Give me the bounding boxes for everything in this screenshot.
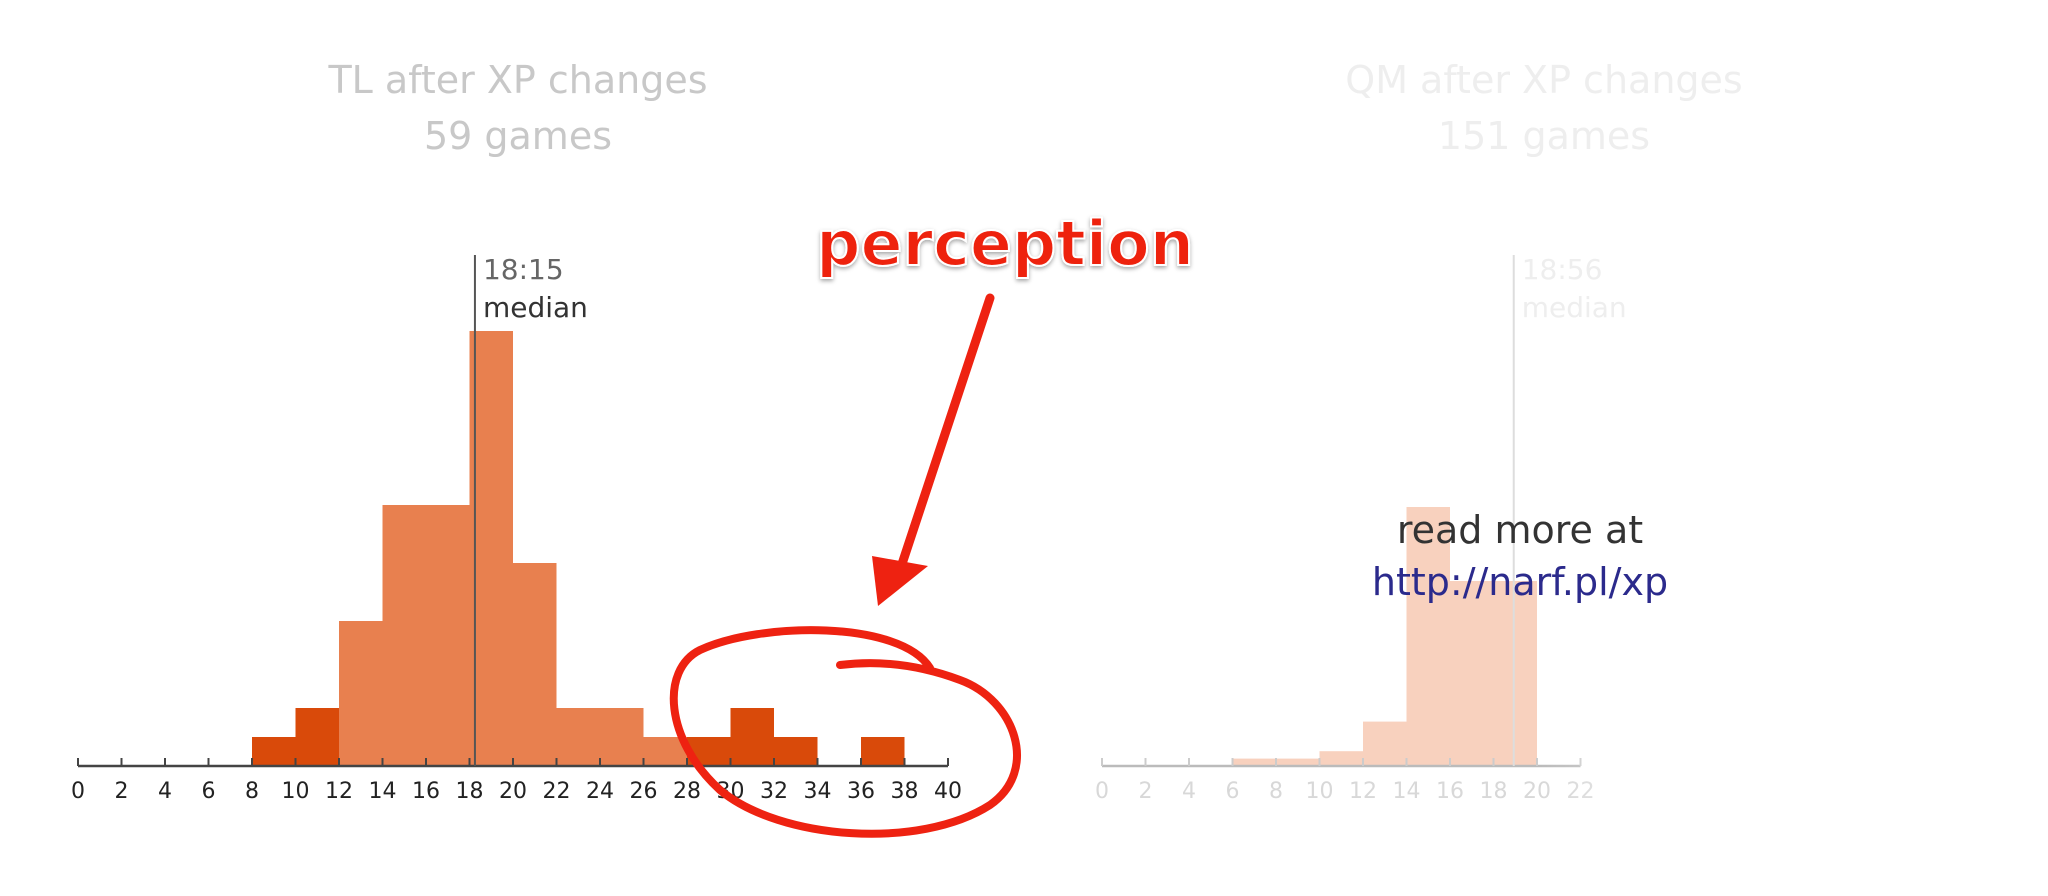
x-tick-label: 0 xyxy=(1095,779,1109,804)
x-tick-label: 32 xyxy=(760,779,788,804)
arrow-shaft xyxy=(895,293,995,575)
histogram-bar xyxy=(295,708,339,766)
median-value: 18:56 xyxy=(1522,253,1603,286)
x-tick-label: 18 xyxy=(1480,779,1508,804)
x-tick-label: 20 xyxy=(499,779,527,804)
median-label: median xyxy=(1522,291,1627,324)
left-chart-title: TL after XP changes xyxy=(328,58,708,102)
right-chart-title: QM after XP changes xyxy=(1345,58,1743,102)
x-tick-label: 0 xyxy=(71,779,85,804)
x-tick-label: 10 xyxy=(1306,779,1334,804)
x-tick-label: 14 xyxy=(369,779,397,804)
left-chart-subtitle: 59 games xyxy=(423,114,613,158)
x-tick-label: 8 xyxy=(1269,779,1283,804)
x-tick-label: 36 xyxy=(847,779,875,804)
x-tick-label: 24 xyxy=(586,779,614,804)
histogram-bar xyxy=(1450,581,1494,766)
x-tick-label: 18 xyxy=(456,779,484,804)
histogram-bar xyxy=(861,737,905,766)
x-tick-label: 2 xyxy=(115,779,129,804)
x-tick-label: 34 xyxy=(804,779,832,804)
arrow-head xyxy=(872,556,928,606)
x-tick-label: 16 xyxy=(1436,779,1464,804)
histogram-bar xyxy=(600,708,644,766)
x-tick-label: 6 xyxy=(202,779,216,804)
right-fade-overlay xyxy=(1540,380,1840,800)
x-tick-label: 38 xyxy=(891,779,919,804)
median-value: 18:15 xyxy=(483,253,564,286)
histogram-bar xyxy=(556,708,600,766)
histogram-bar xyxy=(513,563,557,766)
x-tick-label: 2 xyxy=(1139,779,1153,804)
right-chart-subtitle: 151 games xyxy=(1437,114,1651,158)
histogram-bar xyxy=(1406,507,1450,766)
histogram-bar xyxy=(1493,581,1537,766)
x-tick-label: 40 xyxy=(934,779,962,804)
x-tick-label: 6 xyxy=(1226,779,1240,804)
read-more-link[interactable]: http://narf.pl/xp xyxy=(1371,560,1669,604)
x-tick-label: 28 xyxy=(673,779,701,804)
histogram-bar xyxy=(1232,758,1276,766)
histogram-bar xyxy=(774,737,818,766)
x-tick-label: 12 xyxy=(325,779,353,804)
x-tick-label: 4 xyxy=(1182,779,1196,804)
x-tick-label: 22 xyxy=(543,779,571,804)
x-tick-label: 14 xyxy=(1393,779,1421,804)
histogram-bar xyxy=(1363,721,1407,766)
x-tick-label: 12 xyxy=(1349,779,1377,804)
x-tick-label: 10 xyxy=(282,779,310,804)
left-histogram: 0 2 4 6 8 10 12 14 16 18 20 22 24 26 28 30 32 34 36 38 4018:… xyxy=(71,253,962,804)
x-tick-label: 4 xyxy=(158,779,172,804)
histogram-bar xyxy=(469,331,513,766)
perception-label: perception xyxy=(816,207,1194,280)
median-label: median xyxy=(483,291,588,324)
histogram-bar xyxy=(1276,758,1320,766)
histogram-bar xyxy=(339,621,383,766)
perception-annotation: perception xyxy=(669,206,1195,838)
histogram-bar xyxy=(426,505,470,766)
histogram-bar xyxy=(252,737,296,766)
x-tick-label: 16 xyxy=(412,779,440,804)
x-tick-label: 8 xyxy=(245,779,259,804)
x-tick-label: 26 xyxy=(630,779,658,804)
read-more-text: read more at xyxy=(1396,508,1644,552)
histogram-bar xyxy=(730,708,774,766)
histogram-bar xyxy=(382,505,426,766)
histogram-bar xyxy=(1319,751,1363,766)
highlight-circle xyxy=(669,626,1021,838)
